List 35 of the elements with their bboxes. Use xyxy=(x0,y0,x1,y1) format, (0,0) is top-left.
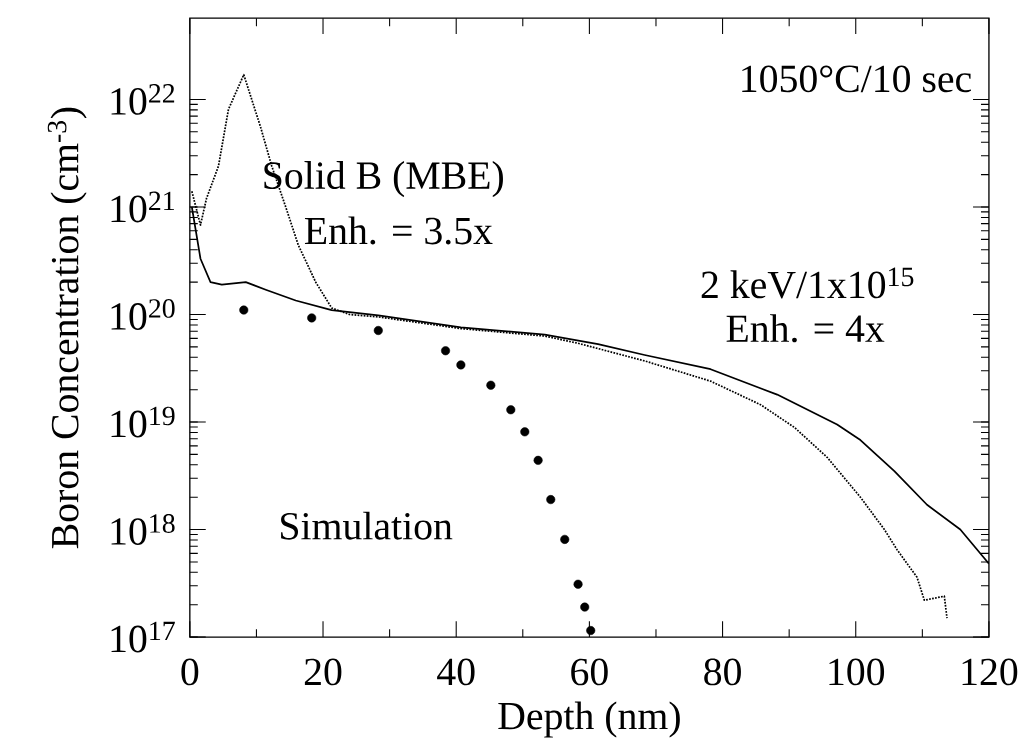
x-tick-label: 40 xyxy=(437,658,475,686)
y-axis-title: Boron Concentration (cm$^{-3}$) xyxy=(47,107,87,549)
x-tick-label: 100 xyxy=(829,658,885,686)
x-tick-label: 20 xyxy=(304,658,342,686)
point xyxy=(373,326,383,336)
point xyxy=(560,534,570,544)
annotation: 2 keV/1x10$^{15}$ xyxy=(701,267,914,299)
y-tick-label: 10$^{18}$ xyxy=(111,514,175,546)
point xyxy=(441,346,451,356)
annotation: Solid B (MBE) xyxy=(264,161,503,198)
y-tick-label: 10$^{20}$ xyxy=(111,299,175,331)
point xyxy=(506,405,516,415)
annotation: Enh. = 3.5x xyxy=(304,216,493,245)
annotation: Simulation xyxy=(281,511,453,540)
point xyxy=(486,380,496,390)
point xyxy=(580,602,590,612)
x-tick-label: 0 xyxy=(181,658,199,686)
y-tick-label: 10$^{22}$ xyxy=(111,84,175,115)
x-tick-label: 80 xyxy=(704,658,741,686)
x-axis-title: Depth (nm) xyxy=(498,701,680,738)
point xyxy=(533,455,543,465)
y-tick-label: 10$^{21}$ xyxy=(111,191,174,223)
point xyxy=(307,313,317,323)
annotation: Enh. = 4x xyxy=(726,314,885,343)
point xyxy=(520,427,530,437)
y-tick-label: 10$^{19}$ xyxy=(111,406,175,438)
y-tick-label: 10$^{17}$ xyxy=(111,621,175,653)
point xyxy=(239,305,249,315)
x-tick-label: 120 xyxy=(962,658,1018,686)
point xyxy=(586,626,596,636)
annotation: 1050°C/10 sec xyxy=(742,65,971,93)
point xyxy=(456,360,466,370)
point xyxy=(573,579,583,589)
x-tick-label: 60 xyxy=(571,658,608,686)
point xyxy=(546,495,556,505)
